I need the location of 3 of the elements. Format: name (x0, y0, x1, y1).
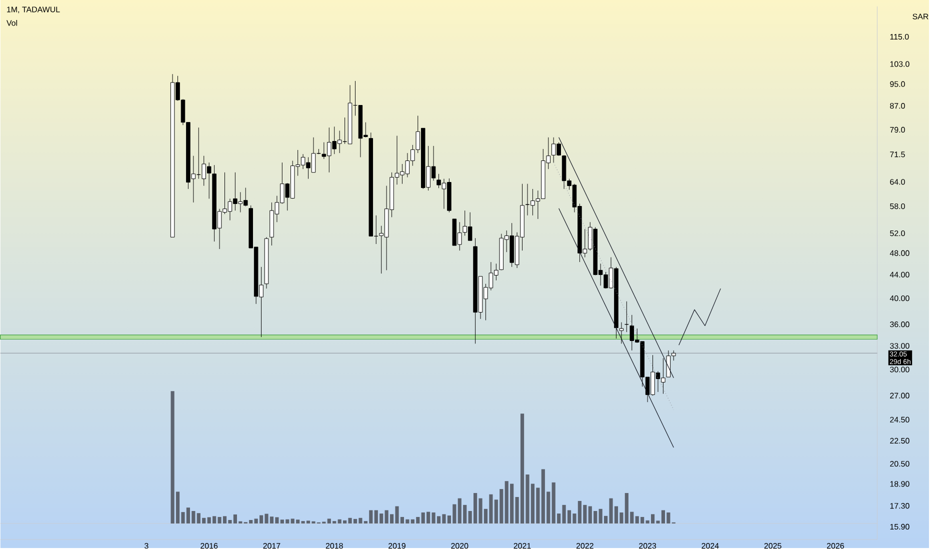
candlestick (619, 322, 624, 344)
line-series (678, 288, 721, 346)
candlestick (264, 236, 269, 289)
